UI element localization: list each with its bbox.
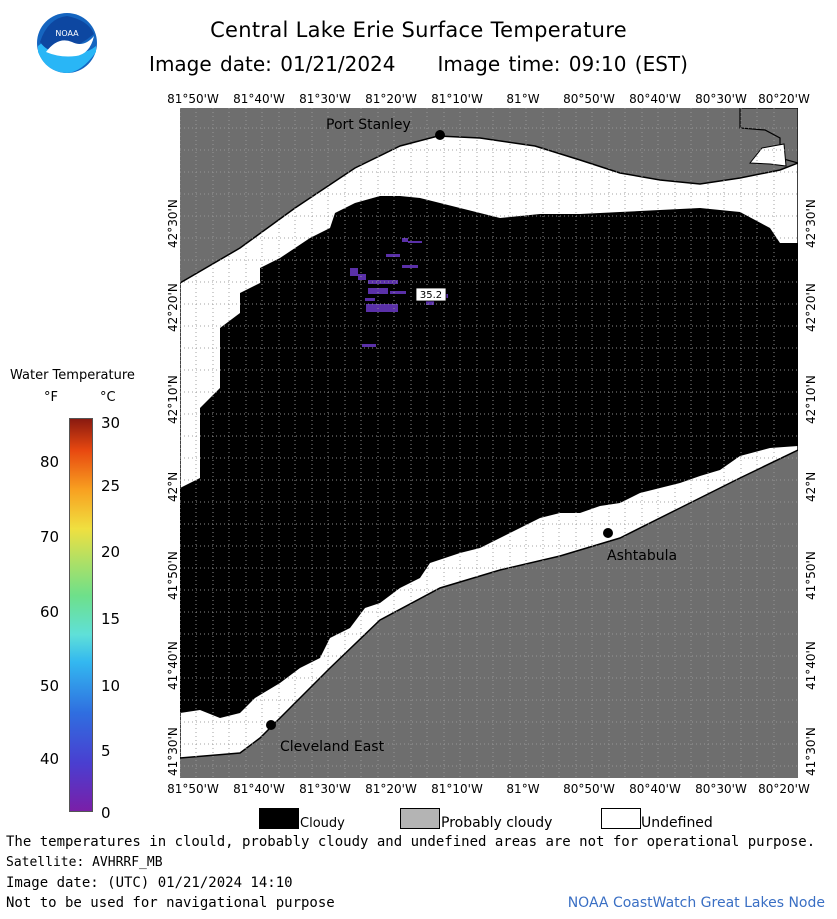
lat-label-right: 42°N [804,471,818,502]
lon-label-top: 81°40'W [233,92,285,106]
lake-erie-map[interactable]: 35.2 [180,108,798,778]
tick-c-15: 15 [101,610,121,628]
tick-c-25: 25 [101,477,121,495]
tick-c-10: 10 [101,677,121,695]
lon-label-top: 80°40'W [629,92,681,106]
utc-date-text: Image date: (UTC) 01/21/2024 14:10 [6,875,293,891]
city-marker-port-stanley[interactable] [435,130,445,140]
credit-link[interactable]: NOAA CoastWatch Great Lakes Node [567,895,825,911]
lat-label-right: 42°20'N [804,283,818,332]
tick-f-70: 70 [40,528,60,546]
lon-label-top: 80°20'W [758,92,810,106]
navigation-warning: Not to be used for navigational purpose [6,895,335,911]
lon-label-bottom: 81°30'W [299,782,351,796]
lon-label-bottom: 81°50'W [167,782,219,796]
lon-label-top: 80°50'W [563,92,615,106]
legend-label-cloudy: Cloudy [300,816,345,831]
lon-label-bottom: 81°10'W [431,782,483,796]
logo-text: NOAA [55,29,79,38]
lat-label-right: 42°30'N [804,199,818,248]
noaa-logo: NOAA [37,13,97,73]
lon-label-bottom: 81°40'W [233,782,285,796]
tick-c-5: 5 [101,742,111,760]
lat-label-right: 41°30'N [804,727,818,776]
graticule [180,108,798,778]
cloudy-area [180,196,798,718]
lon-label-bottom: 80°20'W [758,782,810,796]
image-time: Image time: 09:10 (EST) [437,52,688,76]
satellite-text: Satellite: AVHRRF_MB [6,855,163,870]
lat-label-right: 42°10'N [804,375,818,424]
lon-label-top: 81°W [506,92,540,106]
lat-label-right: 41°40'N [804,641,818,690]
legend-title: Water Temperature [10,368,135,383]
legend-swatch-undefined [601,808,641,829]
lon-label-top: 81°30'W [299,92,351,106]
lat-label-left: 42°10'N [166,375,180,424]
lat-label-left: 42°20'N [166,283,180,332]
city-label-ashtabula: Ashtabula [607,548,678,564]
city-marker-ashtabula[interactable] [603,528,613,538]
lat-label-left: 42°30'N [166,199,180,248]
lon-label-bottom: 80°50'W [563,782,615,796]
temperature-readout: 35.2 [420,290,442,301]
unit-celsius: °C [100,390,116,405]
legend-label-probably-cloudy: Probably cloudy [441,815,553,831]
lon-label-bottom: 80°40'W [629,782,681,796]
tick-f-80: 80 [40,453,60,471]
lat-label-left: 41°50'N [166,551,180,600]
lat-label-left: 42°N [166,471,180,502]
legend-label-undefined: Undefined [641,815,713,831]
lon-label-bottom: 81°20'W [365,782,417,796]
tick-c-30: 30 [101,414,121,432]
lon-label-top: 81°50'W [167,92,219,106]
lon-label-bottom: 81°W [506,782,540,796]
temperature-colorbar [69,418,93,812]
unit-fahrenheit: °F [44,390,58,405]
disclaimer-text: The temperatures in clould, probably clo… [6,834,816,850]
temperature-readout-box [415,287,447,302]
page-title: Central Lake Erie Surface Temperature [210,18,627,42]
lon-label-bottom: 80°30'W [695,782,747,796]
lat-label-left: 41°40'N [166,641,180,690]
legend-swatch-cloudy [259,808,299,829]
city-label-port-stanley: Port Stanley [326,117,411,133]
tick-f-50: 50 [40,677,60,695]
tick-c-0: 0 [101,804,111,822]
city-marker-cleveland-east[interactable] [266,720,276,730]
subtitle: Image date: 01/21/2024 Image time: 09:10 … [0,52,837,76]
lon-label-top: 81°10'W [431,92,483,106]
lat-label-left: 41°30'N [166,727,180,776]
lon-label-top: 81°20'W [365,92,417,106]
lon-label-top: 80°30'W [695,92,747,106]
tick-f-40: 40 [40,750,60,768]
city-label-cleveland-east: Cleveland East [280,739,385,755]
tick-f-60: 60 [40,603,60,621]
legend-swatch-probably-cloudy [400,808,440,829]
image-date: Image date: 01/21/2024 [149,52,396,76]
tick-c-20: 20 [101,543,121,561]
lat-label-right: 41°50'N [804,551,818,600]
